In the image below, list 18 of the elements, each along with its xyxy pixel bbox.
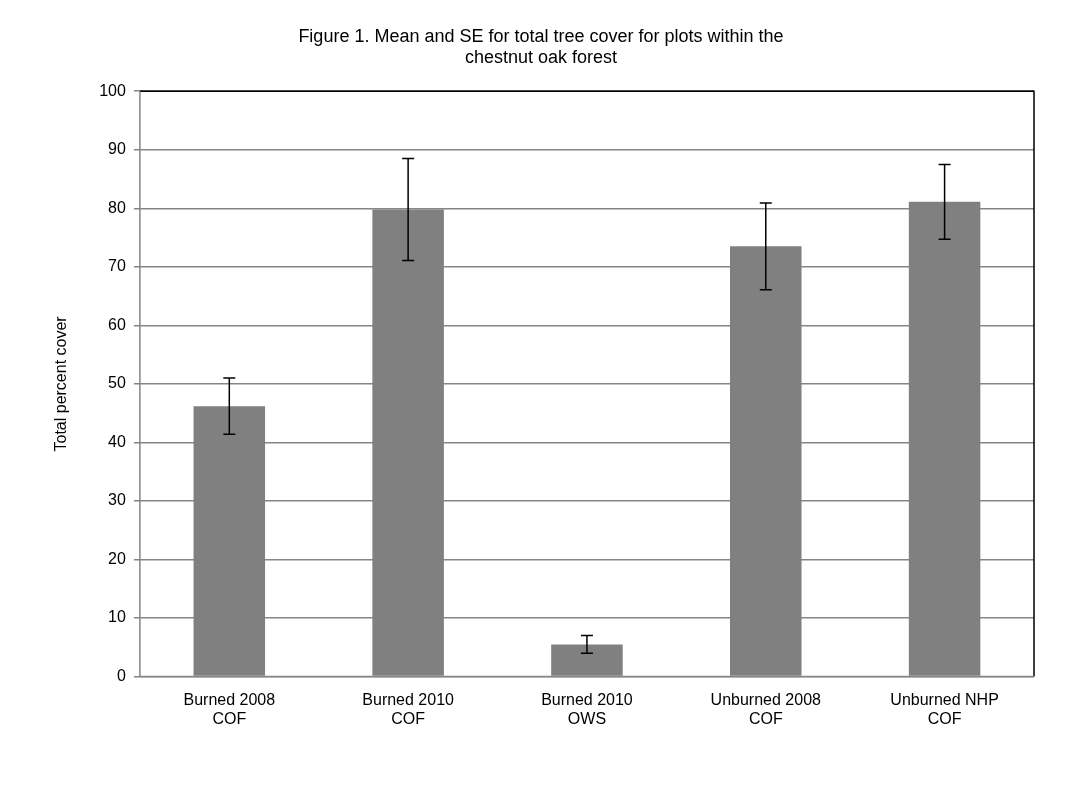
x-tick-label: Burned 2010 COF xyxy=(362,690,455,727)
y-tick-label: 60 xyxy=(108,315,126,333)
y-tick-label: 90 xyxy=(108,140,126,158)
y-axis-title: Total percent cover xyxy=(52,315,70,452)
chart-title: Figure 1. Mean and SE for total tree cover for plots within the chestnut oak forest xyxy=(298,25,784,68)
y-tick-label: 50 xyxy=(108,374,126,392)
y-tick-label: 30 xyxy=(108,491,126,509)
y-tick-label: 40 xyxy=(108,432,126,450)
x-tick-label: Burned 2008 COF xyxy=(183,690,276,727)
y-tick-label: 100 xyxy=(99,81,126,99)
x-tick-label: Unburned NHP COF xyxy=(890,690,999,727)
x-tick-label: Burned 2010 OWS xyxy=(541,690,633,727)
x-tick-label: Unburned 2008 COF xyxy=(710,690,822,727)
y-tick-label: 80 xyxy=(108,198,126,216)
y-tick-label: 0 xyxy=(116,667,126,685)
y-tick-label: 20 xyxy=(108,549,126,567)
y-tick-label: 10 xyxy=(108,608,126,626)
y-tick-label: 70 xyxy=(108,257,126,275)
